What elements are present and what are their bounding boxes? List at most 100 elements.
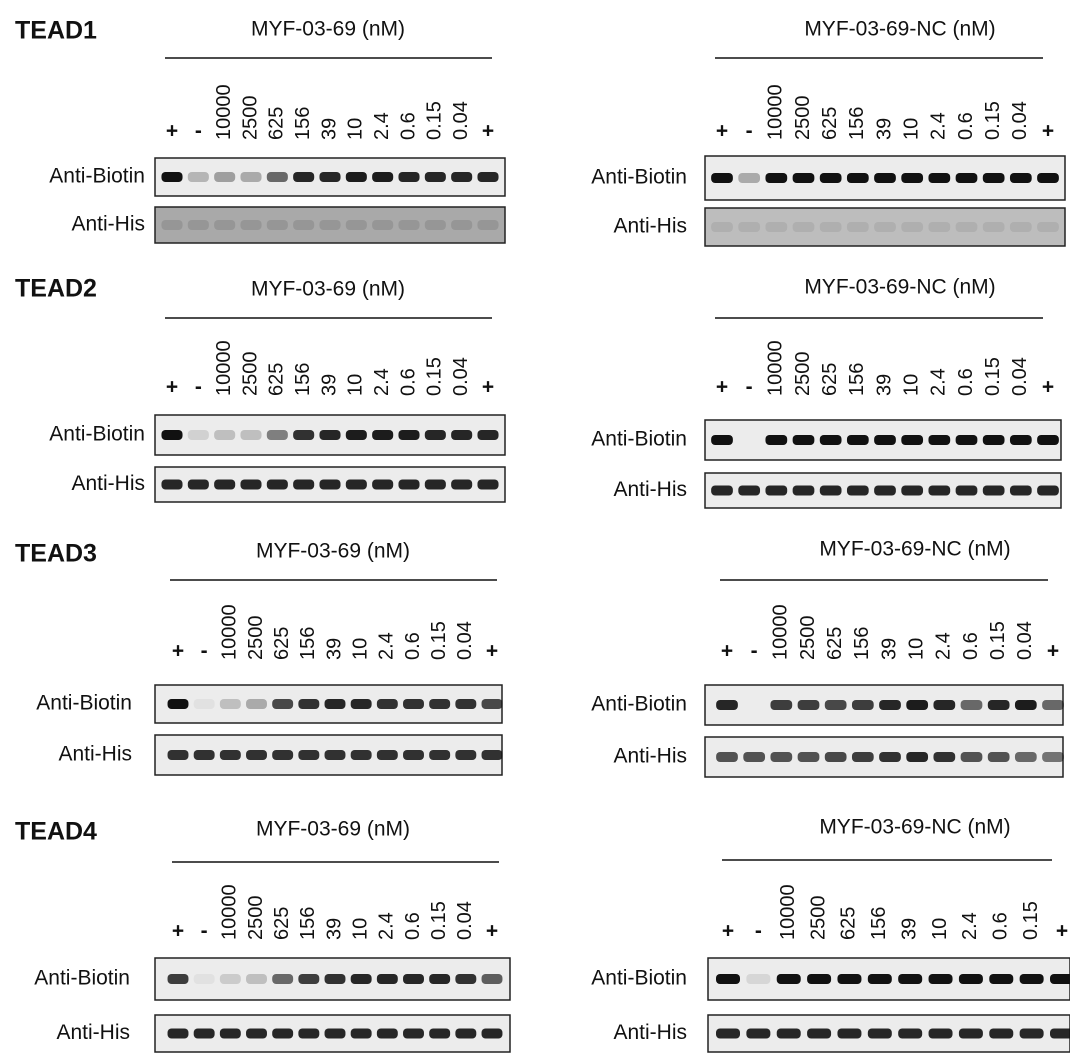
band — [765, 222, 787, 232]
band — [852, 700, 874, 710]
lane-label: 0.6 — [955, 368, 977, 396]
band — [319, 430, 340, 440]
band — [188, 220, 209, 230]
band — [765, 173, 787, 183]
band — [267, 172, 288, 182]
lane-label: 0.15 — [982, 357, 1004, 396]
lane-label: + — [172, 920, 184, 943]
band — [477, 172, 498, 182]
band — [293, 172, 314, 182]
lane-label: 0.6 — [990, 912, 1012, 940]
band — [451, 480, 472, 490]
band — [298, 974, 319, 984]
lane-label: 2.4 — [376, 632, 398, 660]
band — [351, 699, 372, 709]
lane-label: 156 — [297, 627, 319, 660]
lane-label: 2.4 — [928, 112, 950, 140]
lane-label: 0.15 — [987, 621, 1009, 660]
band — [298, 750, 319, 760]
blot-label: Anti-His — [71, 213, 145, 236]
band — [403, 1029, 424, 1039]
lane-label: + — [1042, 376, 1054, 399]
lane-label: + — [1056, 920, 1068, 943]
lane-label: 0.6 — [955, 112, 977, 140]
band — [928, 173, 950, 183]
lane-label: + — [172, 640, 184, 663]
band — [455, 699, 476, 709]
band — [168, 699, 189, 709]
lane-label: 2.4 — [933, 632, 955, 660]
blot-label: Anti-Biotin — [34, 967, 130, 990]
lane-label: 10 — [900, 118, 922, 140]
lane-label: 0.15 — [428, 901, 450, 940]
band — [246, 1029, 267, 1039]
lane-label: 2500 — [239, 352, 261, 397]
band — [874, 222, 896, 232]
band — [451, 172, 472, 182]
lane-label: 0.15 — [424, 101, 446, 140]
band — [956, 173, 978, 183]
band — [319, 220, 340, 230]
lane-label: 10000 — [219, 884, 241, 940]
band — [398, 172, 419, 182]
band — [1010, 222, 1032, 232]
lane-label: 2.4 — [928, 368, 950, 396]
band — [398, 480, 419, 490]
band — [403, 750, 424, 760]
band — [272, 699, 293, 709]
band — [928, 222, 950, 232]
band — [161, 480, 182, 490]
compound-title: MYF-03-69-NC (nM) — [819, 538, 1010, 561]
band — [220, 699, 241, 709]
band — [325, 699, 346, 709]
band — [989, 1029, 1013, 1039]
band — [1015, 700, 1037, 710]
lane-label: 0.6 — [402, 632, 424, 660]
band — [240, 172, 261, 182]
band — [961, 752, 983, 762]
band — [272, 750, 293, 760]
lane-label: 0.04 — [1014, 621, 1036, 660]
lane-label: 0.04 — [454, 621, 476, 660]
band — [403, 699, 424, 709]
lane-label: + — [482, 376, 494, 399]
band — [161, 430, 182, 440]
lane-label: 0.04 — [450, 357, 472, 396]
lane-label: 39 — [873, 374, 895, 396]
lane-label: 10000 — [765, 340, 787, 396]
band — [820, 486, 842, 496]
band — [351, 1029, 372, 1039]
band — [1037, 222, 1059, 232]
band — [933, 752, 955, 762]
blot-label: Anti-His — [613, 745, 687, 768]
band — [429, 750, 450, 760]
lane-label: 10 — [349, 638, 371, 660]
band — [983, 435, 1005, 445]
compound-title: MYF-03-69-NC (nM) — [819, 816, 1010, 839]
band — [820, 222, 842, 232]
band — [429, 974, 450, 984]
lane-label: 156 — [851, 627, 873, 660]
band — [1020, 1029, 1044, 1039]
band — [825, 700, 847, 710]
band — [820, 435, 842, 445]
band — [738, 173, 760, 183]
band — [793, 435, 815, 445]
band — [959, 974, 983, 984]
band — [793, 486, 815, 496]
lane-label: 2500 — [792, 96, 814, 141]
band — [377, 1029, 398, 1039]
lane-label: - — [746, 376, 753, 399]
blot-label: Anti-Biotin — [591, 166, 687, 189]
band — [879, 700, 901, 710]
lane-label: 156 — [846, 363, 868, 396]
lane-label: 0.6 — [397, 368, 419, 396]
lane-label: 625 — [271, 907, 293, 940]
lane-label: 10 — [929, 918, 951, 940]
lane-label: 156 — [292, 363, 314, 396]
band — [398, 220, 419, 230]
band — [325, 1029, 346, 1039]
band — [874, 173, 896, 183]
lane-label: 0.6 — [960, 632, 982, 660]
band — [377, 974, 398, 984]
